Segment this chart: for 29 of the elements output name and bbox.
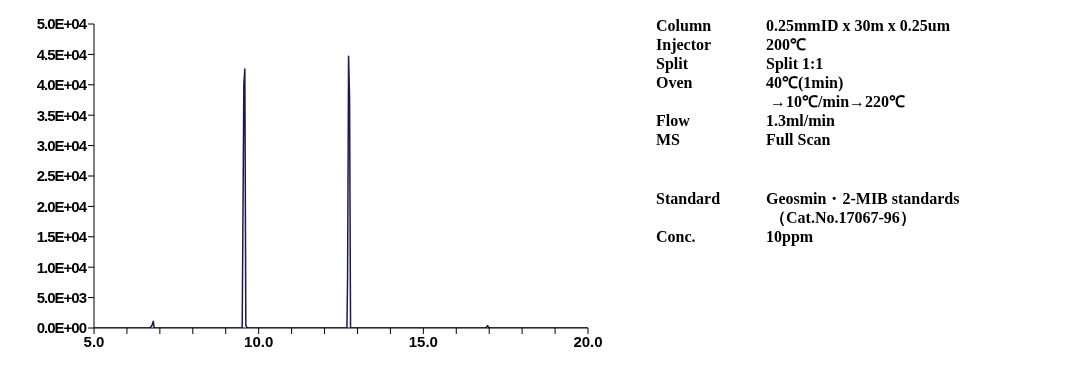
text: Standard [656,189,722,209]
text: Split [656,54,689,73]
y-tick-label: 5.0E+03 [36,288,87,306]
text: 1.3ml/min [766,111,835,130]
text: MS [656,130,681,149]
text: 0.25mmID x 30m x 0.25um [766,16,950,35]
y-tick-label: 3.0E+04 [36,136,88,154]
text: Split 1:1 [766,54,824,73]
y-tick-label: 1.5E+04 [36,228,88,246]
y-tick-label: 5.0E+04 [36,15,88,33]
text: Geosmin・2-MIB standards （Cat.No.17067-96） [766,189,960,227]
y-tick-label: 2.0E+04 [36,197,88,215]
text: Flow [656,111,691,130]
text: 40℃(1min) →10℃/min→220℃ [766,73,906,111]
y-tick-label: 4.0E+04 [36,76,88,94]
text: Column [656,16,713,35]
y-tick-label: 1.0E+04 [36,258,88,276]
text: Injector [656,35,713,54]
text: Oven [656,73,694,93]
text: 10ppm [766,227,814,246]
y-tick-label: 4.5E+04 [36,45,88,63]
x-tick-label: 20.0 [573,332,603,350]
x-tick-label: 10.0 [244,332,274,350]
y-tick-label: 3.5E+04 [36,106,88,124]
y-tick-label: 2.5E+04 [36,167,88,185]
x-tick-label: 15.0 [408,332,438,350]
text: 200℃ [766,35,806,54]
text: Conc. [656,227,697,246]
text: Full Scan [766,130,831,149]
